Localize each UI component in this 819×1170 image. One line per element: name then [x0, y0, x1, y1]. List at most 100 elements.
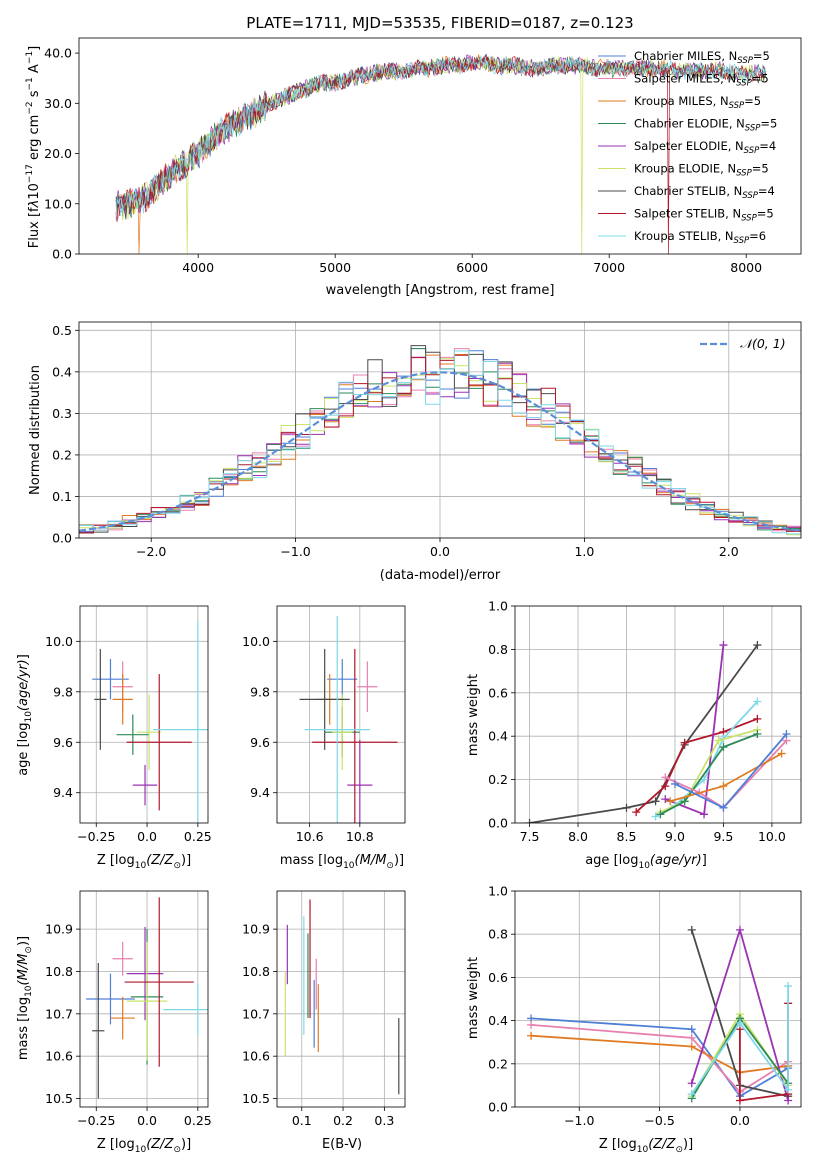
p3-frame — [79, 605, 209, 824]
y-tick-label: 0.4 — [488, 1013, 508, 1028]
y-tick-label: 0.5 — [52, 323, 72, 338]
legend-count: =5 — [757, 207, 774, 221]
errorbar-salpeter-miles — [112, 941, 133, 976]
plus-marker — [735, 1096, 744, 1105]
legend-ssp-sub: SSP — [741, 214, 757, 224]
gauss-legend-label: 𝒩(0, 1) — [740, 336, 786, 351]
z-age-axes: −0.25 0.0 0.25 9.4 9.6 9.8 10.0 — [45, 605, 212, 844]
p7-frame — [276, 890, 406, 1108]
spectrum-panel: PLATE=1711, MJD=53535, FIBERID=0187, z=0… — [25, 14, 802, 298]
errorbar-kroupa-stelib — [304, 616, 370, 823]
plus-marker — [670, 779, 679, 788]
z-weight-xlabel: Z [log10(Z/Z⊙)] — [599, 1137, 693, 1155]
legend-count: =5 — [744, 94, 761, 108]
flux-ylabel-10: 10 — [27, 183, 42, 200]
y-tick-label: 10.9 — [242, 922, 270, 937]
legend-name: Kroupa ELODIE, N — [634, 162, 736, 176]
legend-count: =6 — [749, 229, 766, 243]
x-tick-label: 0.0 — [137, 1113, 157, 1128]
x-tick-label: −0.5 — [644, 1113, 674, 1128]
y-tick-label: 10.6 — [242, 1049, 270, 1064]
z-weight-panel: −1.0 −0.5 0.0 0.0 0.2 0.4 0.6 0.8 1.0 Z [log10(Z… — [466, 884, 802, 1155]
errorbar-chabrier-stelib — [92, 963, 105, 1099]
x-tick-label: 0.0 — [137, 829, 157, 844]
age-weight-xlabel-main: age [log — [585, 853, 638, 868]
x-tick-label: 0.2 — [333, 1113, 353, 1128]
y-tick-label: 9.4 — [53, 785, 73, 800]
p7-grid — [277, 891, 405, 1107]
z-age-ylabel-close: ] — [16, 654, 31, 659]
z-mass-ylabel-unit: (M/M — [16, 954, 31, 986]
flux-ylabel-exp2: −2 — [25, 101, 35, 114]
ebv-mass-xlabel: E(B-V) — [322, 1137, 362, 1152]
age-weight-axes: 7.5 8.0 8.5 9.0 9.5 10.0 0.0 0.2 0.4 0.6 0.8 1.0 — [488, 599, 802, 844]
legend-name: Chabrier STELIB, N — [634, 184, 742, 198]
plus-marker — [753, 641, 762, 650]
series-line — [531, 1017, 789, 1098]
z-mass-xlabel-sub: 10 — [135, 1145, 147, 1155]
z-weight-ylabel: mass weight — [466, 957, 481, 1039]
ebv-mass-plot-area — [277, 891, 405, 1107]
y-tick-label: 0.8 — [488, 927, 508, 942]
x-tick-label: 0.0 — [730, 1113, 750, 1128]
plus-marker — [666, 797, 675, 806]
x-tick-label: 4000 — [182, 260, 214, 275]
age-weight-xlabel-sub: 10 — [638, 861, 650, 871]
y-tick-label: 10.5 — [242, 1091, 270, 1106]
plus-marker — [656, 810, 665, 819]
plus-marker — [719, 803, 728, 812]
errorbar-chabrier-elodie — [116, 714, 150, 755]
plus-marker — [687, 925, 696, 934]
legend-name: Kroupa STELIB, N — [634, 229, 734, 243]
mass-age-xlabel-sub: 10 — [343, 861, 355, 871]
errorbar-salpeter-miles — [357, 661, 378, 712]
x-tick-label: 10.6 — [296, 829, 324, 844]
z-age-xlabel-sub: 10 — [135, 861, 147, 871]
y-tick-label: 0.0 — [52, 531, 72, 546]
z-mass-ylabel-close: )] — [16, 936, 31, 946]
legend-ssp-sub: SSP — [734, 236, 750, 246]
mass-age-xlabel-main: mass [log — [280, 853, 343, 868]
y-tick-label: 0.1 — [52, 489, 72, 504]
y-tick-label: 9.8 — [250, 684, 270, 699]
y-tick-label: 0.2 — [488, 772, 508, 787]
y-tick-label: 10.0 — [242, 634, 270, 649]
legend-ssp-sub: SSP — [736, 169, 752, 179]
plus-marker — [735, 1018, 744, 1027]
legend-name: Salpeter ELODIE, N — [634, 139, 744, 153]
z-age-xlabel: Z [log10(Z/Z⊙)] — [97, 853, 191, 871]
z-mass-xlabel-unit: (Z/Z — [146, 1137, 174, 1152]
mass-age-axes: 10.6 10.8 9.4 9.6 9.8 10.0 — [242, 605, 406, 844]
z-weight-plot-area — [515, 891, 801, 1107]
x-tick-label: 8000 — [730, 260, 762, 275]
legend-label-kroupa-elodie: Kroupa ELODIE, NSSP=5 — [634, 162, 769, 179]
plus-marker — [632, 808, 641, 817]
x-tick-label: 0.25 — [184, 1113, 212, 1128]
legend-name: Kroupa MILES, N — [634, 94, 729, 108]
plus-marker — [687, 1033, 696, 1042]
plus-marker — [687, 1025, 696, 1034]
y-tick-label: 0.3 — [52, 406, 72, 421]
plus-marker — [687, 1090, 696, 1099]
z-mass-xlabel-main: Z [log — [97, 1137, 135, 1152]
errorbar-salpeter-elodie — [347, 739, 373, 823]
errorbar-kroupa-stelib — [153, 621, 208, 823]
flux-ylabel-exp4: −1 — [25, 51, 35, 64]
x-tick-label: 6000 — [456, 260, 488, 275]
histogram-salpeter-stelib — [79, 354, 801, 534]
legend-ssp-sub: SSP — [742, 191, 758, 201]
y-tick-label: 9.8 — [53, 684, 73, 699]
age-weight-xlabel-close: ] — [702, 853, 707, 868]
errorbar-kroupa-elodie — [136, 694, 162, 771]
legend-label-salpeter-elodie: Salpeter ELODIE, NSSP=4 — [634, 139, 776, 156]
y-tick-label: 10.0 — [45, 634, 73, 649]
errorbar-kroupa-stelib — [163, 984, 208, 1035]
plus-marker — [687, 1079, 696, 1088]
residual-xlabel: (data-model)/error — [380, 568, 501, 583]
age-weight-xlabel: age [log10(age/yr)] — [585, 853, 707, 871]
plus-marker — [784, 982, 793, 991]
z-mass-ylabel-sun: ⊙ — [24, 946, 34, 954]
errorbar-chabrier-miles — [327, 658, 358, 700]
x-tick-label: 0.0 — [430, 544, 450, 559]
